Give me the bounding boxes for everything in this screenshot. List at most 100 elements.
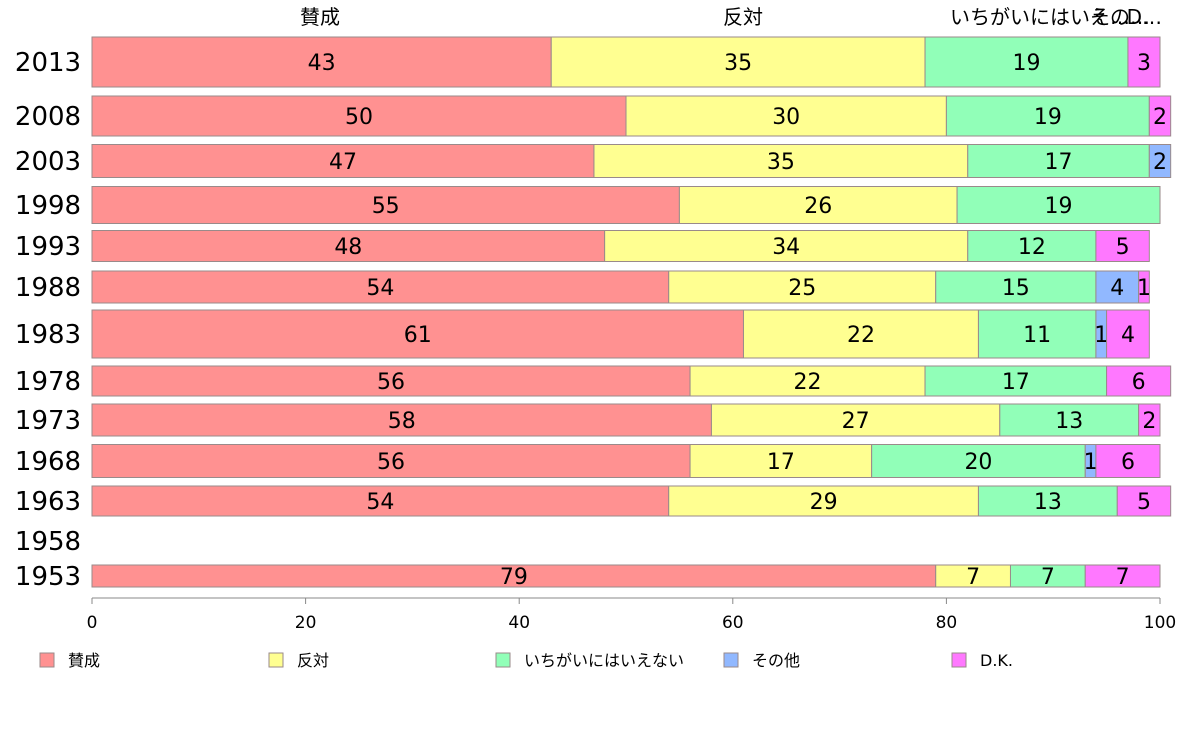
column-header-4: D… <box>1127 5 1162 29</box>
legend-label-2: いちがいにはいえない <box>524 651 684 670</box>
column-header-2: いちがいにはいえ… <box>950 5 1130 29</box>
year-label-1953: 1953 <box>15 562 81 592</box>
bar-label-1968-1: 17 <box>767 450 795 475</box>
bar-label-1988-4: 1 <box>1137 276 1151 301</box>
legend-swatch-0 <box>39 652 55 668</box>
bar-label-2008-4: 2 <box>1153 105 1167 130</box>
year-label-1963: 1963 <box>15 487 81 517</box>
bar-label-2008-1: 30 <box>772 105 800 130</box>
bar-segment-1998-2 <box>956 186 1161 224</box>
bar-label-2003-0: 47 <box>329 150 357 175</box>
bar-segment-1973-1 <box>710 403 1001 437</box>
bar-label-1983-3: 1 <box>1094 323 1108 348</box>
bar-label-1998-2: 19 <box>1045 194 1073 219</box>
bar-label-1983-1: 22 <box>847 323 875 348</box>
x-tick-label-1: 20 <box>295 613 317 633</box>
bar-label-1973-4: 2 <box>1142 409 1156 434</box>
bar-segment-1978-1 <box>689 365 926 397</box>
bar-segment-1993-2 <box>967 230 1097 262</box>
bar-segment-2008-4 <box>1148 95 1172 137</box>
x-tick-label-4: 80 <box>936 613 958 633</box>
bar-label-2003-2: 17 <box>1045 150 1073 175</box>
bar-label-1988-3: 4 <box>1110 276 1124 301</box>
bar-segment-1963-2 <box>977 485 1118 517</box>
bar-segment-1983-4 <box>1106 309 1150 359</box>
bar-label-2008-0: 50 <box>345 105 373 130</box>
legend-label-1: 反対 <box>297 651 329 670</box>
x-tick-label-2: 40 <box>508 613 530 633</box>
year-label-1968: 1968 <box>15 447 81 477</box>
bar-label-1953-0: 79 <box>500 565 528 590</box>
bar-label-1998-1: 26 <box>804 194 832 219</box>
year-label-2008: 2008 <box>15 102 81 132</box>
bar-segment-1983-0 <box>91 309 744 359</box>
bar-label-1968-4: 6 <box>1121 450 1135 475</box>
bar-segment-1998-0 <box>91 186 680 224</box>
bar-label-1983-0: 61 <box>404 323 432 348</box>
legend-swatch-1 <box>268 652 284 668</box>
bar-segment-2013-4 <box>1127 36 1161 88</box>
bar-segment-2003-2 <box>967 144 1150 178</box>
bar-label-1953-1: 7 <box>966 565 980 590</box>
bar-label-1973-2: 13 <box>1055 409 1083 434</box>
year-label-2013: 2013 <box>15 48 81 78</box>
bar-segment-1988-3 <box>1095 270 1140 304</box>
bar-segment-1988-4 <box>1138 270 1150 304</box>
legend-label-0: 賛成 <box>68 651 100 670</box>
bar-label-1963-1: 29 <box>810 490 838 515</box>
bar-label-1993-1: 34 <box>772 235 800 260</box>
bar-segment-1983-2 <box>977 309 1097 359</box>
bar-label-1953-4: 7 <box>1116 565 1130 590</box>
bar-label-2013-4: 3 <box>1137 51 1151 76</box>
column-header-3: その… <box>1090 5 1150 29</box>
bar-segment-1993-0 <box>91 230 606 262</box>
bar-label-1978-2: 17 <box>1002 370 1030 395</box>
bar-label-2013-0: 43 <box>308 51 336 76</box>
x-tick-label-3: 60 <box>722 613 744 633</box>
bar-label-1983-2: 11 <box>1023 323 1051 348</box>
bar-label-1963-2: 13 <box>1034 490 1062 515</box>
bar-label-2013-2: 19 <box>1013 51 1041 76</box>
bar-label-1993-4: 5 <box>1116 235 1130 260</box>
column-header-0: 賛成 <box>300 5 340 29</box>
bar-label-2008-2: 19 <box>1034 105 1062 130</box>
bar-segment-2013-0 <box>91 36 552 88</box>
year-label-1988: 1988 <box>15 273 81 303</box>
year-label-2003: 2003 <box>15 147 81 177</box>
bar-label-2003-3: 2 <box>1153 150 1167 175</box>
x-tick-label-5: 100 <box>1144 613 1176 633</box>
bar-segment-1963-1 <box>668 485 979 517</box>
bar-label-1963-4: 5 <box>1137 490 1151 515</box>
bar-segment-2008-1 <box>625 95 947 137</box>
bar-label-1993-0: 48 <box>334 235 362 260</box>
year-label-1973: 1973 <box>15 406 81 436</box>
bar-label-1968-3: 1 <box>1084 450 1098 475</box>
bar-label-2013-1: 35 <box>724 51 752 76</box>
bar-segment-1983-1 <box>742 309 979 359</box>
bar-segment-1978-2 <box>924 365 1108 397</box>
bar-segment-1963-4 <box>1116 485 1172 517</box>
x-tick-label-0: 0 <box>87 613 98 633</box>
bar-label-2003-1: 35 <box>767 150 795 175</box>
bar-label-1953-2: 7 <box>1041 565 1055 590</box>
year-label-1993: 1993 <box>15 232 81 262</box>
bar-label-1988-1: 25 <box>788 276 816 301</box>
year-label-1958: 1958 <box>15 527 81 557</box>
bar-segment-1968-4 <box>1095 444 1161 478</box>
bar-label-1978-0: 56 <box>377 370 405 395</box>
bar-segment-2008-2 <box>945 95 1150 137</box>
bar-segment-1968-0 <box>91 444 691 478</box>
bar-label-1988-0: 54 <box>366 276 394 301</box>
bar-segment-2008-0 <box>91 95 627 137</box>
bar-segment-1973-2 <box>999 403 1140 437</box>
legend-swatch-3 <box>723 652 739 668</box>
bar-segment-1978-4 <box>1106 365 1172 397</box>
bar-segment-1963-0 <box>91 485 670 517</box>
bar-label-1978-4: 6 <box>1132 370 1146 395</box>
bar-label-1993-2: 12 <box>1018 235 1046 260</box>
bar-label-1978-1: 22 <box>794 370 822 395</box>
legend-swatch-2 <box>495 652 511 668</box>
bar-label-1968-2: 20 <box>964 450 992 475</box>
